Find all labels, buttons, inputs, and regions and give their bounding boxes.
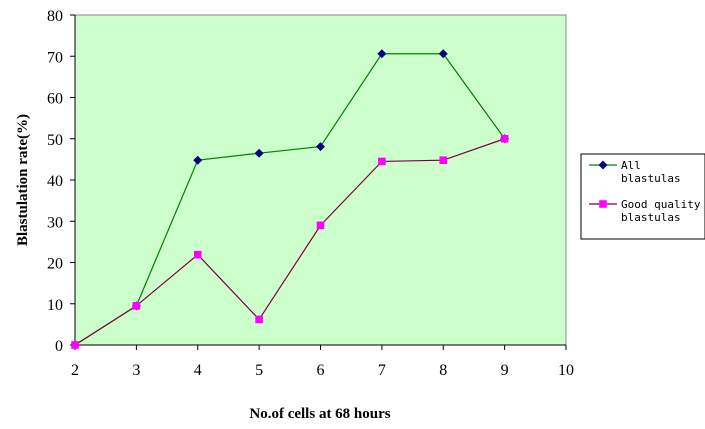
x-tick-label: 10 <box>558 362 574 379</box>
x-tick-label: 8 <box>439 362 447 379</box>
legend-marker <box>599 200 607 208</box>
data-point <box>71 341 79 349</box>
y-tick-label: 60 <box>47 91 63 108</box>
y-tick-label: 70 <box>47 49 63 66</box>
data-point <box>439 156 448 164</box>
x-tick-label: 2 <box>71 362 79 379</box>
legend-item-1: All blastulas <box>589 159 681 185</box>
legend-marker <box>598 160 608 170</box>
x-tick-label: 3 <box>132 362 140 379</box>
data-point <box>132 302 141 310</box>
data-point <box>193 155 203 165</box>
data-point <box>254 148 264 158</box>
y-tick-label: 80 <box>47 8 63 25</box>
legend-label-line: blastulas <box>621 172 681 185</box>
series-line <box>74 138 505 346</box>
plot-area <box>74 14 567 346</box>
data-point <box>500 134 509 143</box>
legend-label-line: blastulas <box>621 211 681 224</box>
series-2 <box>71 134 509 349</box>
legend-label: Good quality blastulas <box>621 198 701 224</box>
axes: 0 10 20 30 40 50 60 70 80 2 3 4 5 6 7 8 9 10 <box>47 8 574 379</box>
data-point <box>377 49 387 59</box>
y-tick-label: 10 <box>47 297 63 314</box>
legend-label: All blastulas <box>621 159 681 185</box>
x-tick-label: 6 <box>317 362 325 379</box>
y-tick-label: 30 <box>47 214 63 231</box>
data-point <box>378 157 386 166</box>
legend-label-line: All <box>621 159 641 172</box>
x-axis-title: No.of cells at 68 hours <box>249 406 390 422</box>
legend-item-2: Good quality blastulas <box>589 198 701 224</box>
y-tick-label: 50 <box>47 132 63 149</box>
data-point <box>316 142 325 152</box>
x-tick-label: 7 <box>378 362 386 379</box>
data-point <box>255 315 263 324</box>
x-tick-label: 4 <box>194 362 202 379</box>
x-tick-label: 5 <box>255 362 263 379</box>
data-point <box>193 250 202 259</box>
data-point <box>438 49 448 59</box>
y-tick-label: 20 <box>47 256 63 273</box>
x-tick-label: 9 <box>501 362 509 379</box>
series-layer <box>70 49 510 350</box>
data-point <box>316 221 325 230</box>
y-tick-label: 40 <box>47 173 63 190</box>
y-tick-label: 0 <box>55 338 63 355</box>
y-axis-title: Blastulation rate(%) <box>15 114 31 246</box>
legend-label-line: Good quality <box>621 198 701 211</box>
series-line <box>74 53 506 346</box>
legend-box <box>580 153 705 240</box>
